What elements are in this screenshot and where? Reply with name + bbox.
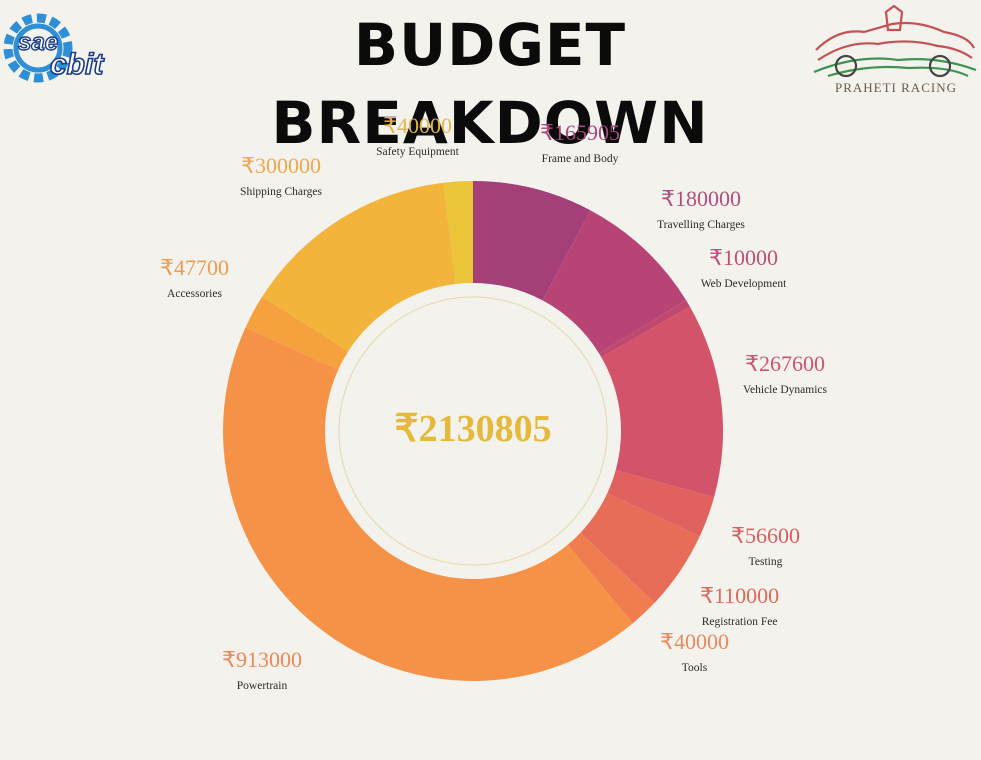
cbit-logo-text: cbit xyxy=(50,48,105,81)
sae-logo-text: sae xyxy=(18,29,58,56)
page-title: BUDGET BREAKDOWN xyxy=(271,11,709,157)
slice-value-label: ₹47700 xyxy=(160,255,229,280)
slice-value-label: ₹56600 xyxy=(731,523,800,548)
slice-value-label: ₹913000 xyxy=(222,647,302,672)
slice-name-label: Tools xyxy=(682,662,708,674)
slice-name-label: Vehicle Dynamics xyxy=(743,384,828,396)
slice-name-label: Powertrain xyxy=(237,680,288,692)
praheti-racing-car-logo xyxy=(813,4,977,78)
slice-web-development xyxy=(599,300,690,358)
slice-value-label: ₹40000 xyxy=(383,113,452,138)
slice-name-label: Accessories xyxy=(167,288,222,300)
slice-value-label: ₹110000 xyxy=(700,583,779,608)
slice-frame-and-body xyxy=(473,181,591,301)
slice-value-label: ₹180000 xyxy=(661,186,741,211)
slice-name-label: Registration Fee xyxy=(702,616,778,628)
slice-value-label: ₹300000 xyxy=(241,153,321,178)
slice-tools xyxy=(567,532,655,624)
inner-ring-decoration xyxy=(338,296,608,566)
team-name: PRAHETI RACING xyxy=(835,80,957,95)
slice-name-label: Safety Equipment xyxy=(376,146,460,158)
gear-icon xyxy=(3,13,73,83)
slice-name-label: Shipping Charges xyxy=(240,186,322,198)
slice-powertrain xyxy=(222,327,633,682)
slice-value-label: ₹165905 xyxy=(540,120,620,145)
slice-labels: ₹165905 Frame and Body ₹180000 Travelling C… xyxy=(160,113,828,692)
slice-name-label: Web Development xyxy=(701,278,787,290)
slice-value-label: ₹267600 xyxy=(745,351,825,376)
slice-accessories xyxy=(245,296,349,370)
slice-name-label: Travelling Charges xyxy=(657,219,745,231)
slice-name-label: Testing xyxy=(749,556,783,568)
slice-value-label: ₹40000 xyxy=(660,629,729,654)
slice-vehicle-dynamics xyxy=(601,306,723,498)
slice-value-label: ₹10000 xyxy=(709,245,778,270)
slice-registration-fee xyxy=(580,493,700,604)
slice-safety-equipment xyxy=(443,181,473,285)
donut-slices xyxy=(222,181,723,682)
sae-cbit-logo: sae cbit xyxy=(3,13,106,83)
total-value: ₹2130805 xyxy=(394,408,551,450)
slice-travelling-charges xyxy=(542,210,687,354)
slice-testing xyxy=(607,470,715,537)
slice-shipping-charges xyxy=(262,182,456,352)
slice-name-label: Frame and Body xyxy=(542,153,619,165)
